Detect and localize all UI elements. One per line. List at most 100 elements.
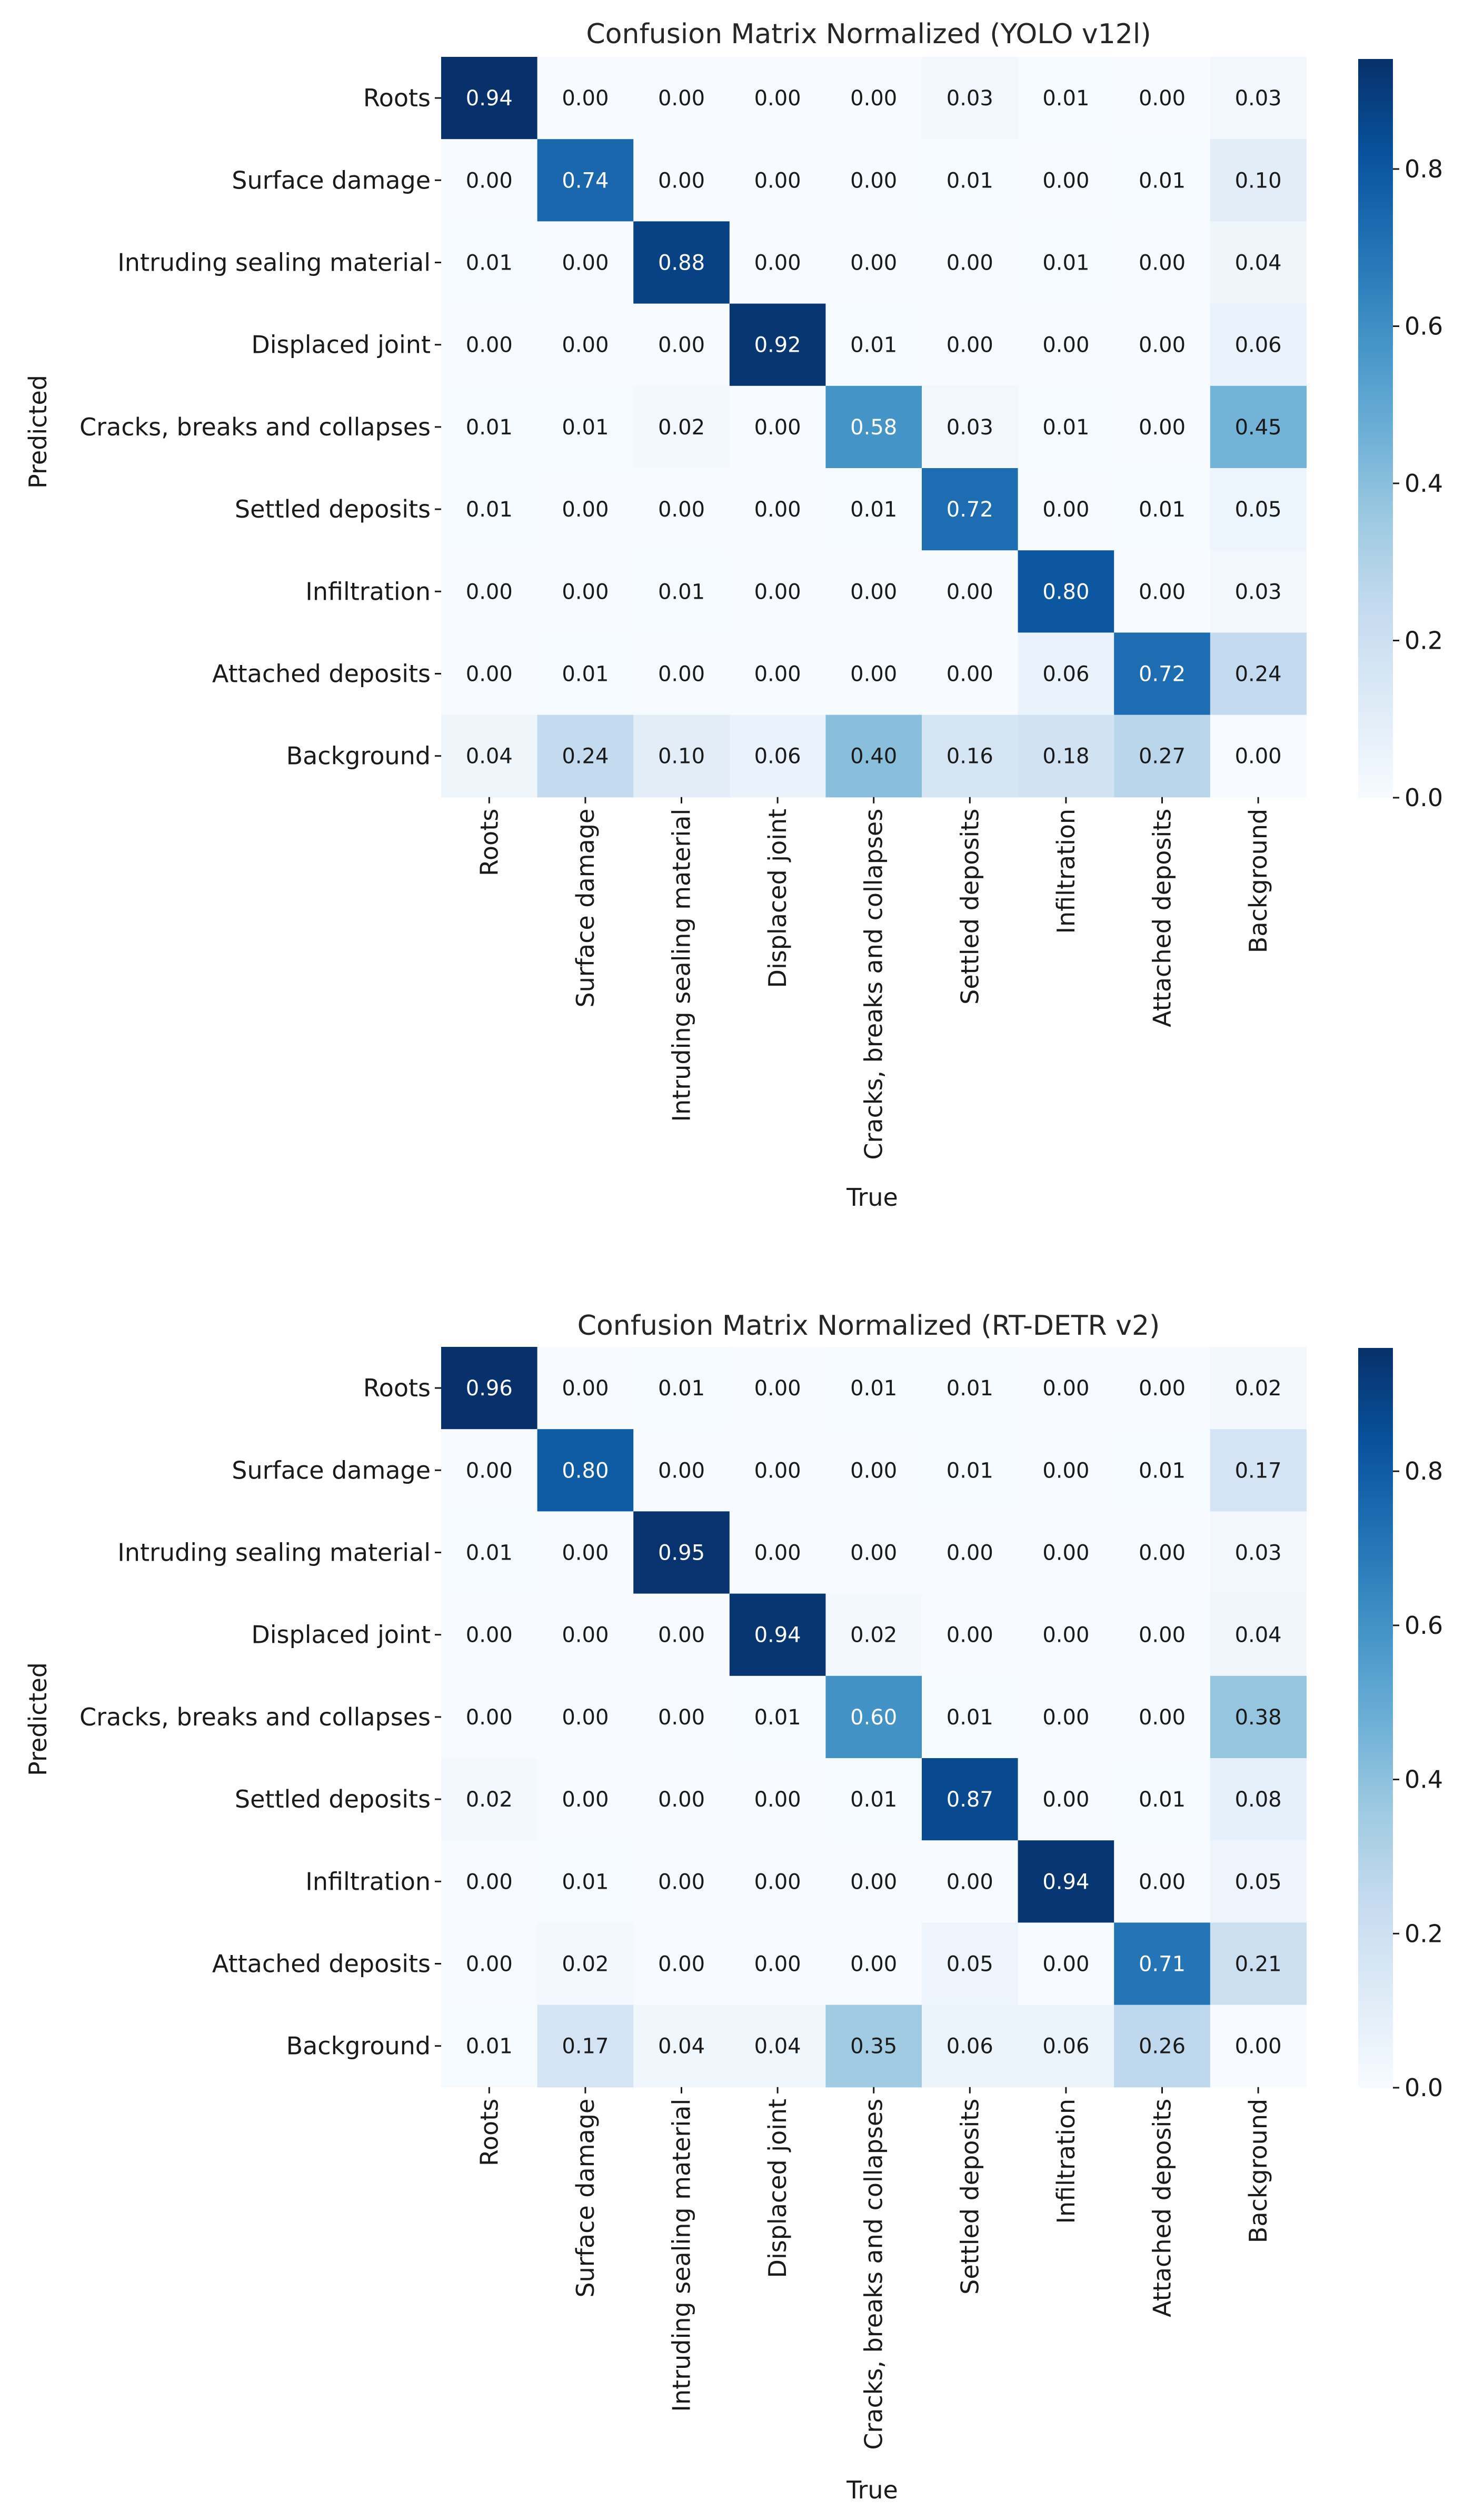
cell-value: 0.05 — [1235, 498, 1282, 522]
x-tick-label: Surface damage — [571, 809, 600, 1008]
cell-value: 0.00 — [850, 1952, 897, 1977]
heatmap-cell — [1210, 1593, 1307, 1676]
cell-value: 0.00 — [947, 251, 993, 275]
cell-value: 0.00 — [1042, 1788, 1089, 1812]
cell-value: 0.00 — [1139, 86, 1186, 111]
cell-value: 0.04 — [1235, 1623, 1282, 1648]
cell-value: 0.71 — [1139, 1952, 1186, 1977]
heatmap-cell — [537, 139, 634, 222]
cell-value: 0.00 — [754, 1376, 801, 1401]
cell-value: 0.03 — [1235, 86, 1282, 111]
cell-value: 0.95 — [658, 1541, 705, 1565]
y-tick-label: Roots — [363, 84, 431, 112]
cell-value: 0.24 — [1235, 662, 1282, 687]
heatmap-cell — [1114, 1675, 1211, 1759]
cell-value: 0.02 — [850, 1623, 897, 1648]
heatmap-cell — [922, 1922, 1019, 2006]
heatmap-cell — [537, 632, 634, 716]
x-tick-label: Background — [1244, 2099, 1272, 2243]
colorbar-gradient — [1358, 1348, 1393, 2088]
cell-value: 0.01 — [1042, 415, 1089, 440]
heatmap-cell — [1210, 1840, 1307, 1923]
cell-value: 0.01 — [466, 251, 513, 275]
cell-value: 0.01 — [1139, 168, 1186, 193]
colorbar-tick-label: 0.8 — [1405, 155, 1443, 183]
heatmap-cell — [825, 468, 922, 551]
y-axis-label: Predicted — [24, 1662, 52, 1776]
x-axis-label: True — [846, 1183, 898, 1212]
colorbar: 0.0 0.2 0.4 0.6 0.8 — [1358, 1348, 1443, 2102]
y-tick-label: Settled deposits — [235, 495, 431, 523]
heatmap-cell — [1114, 57, 1211, 140]
heatmap-cell — [1114, 1429, 1211, 1512]
heatmap-cell — [1210, 1758, 1307, 1841]
heatmap-cell — [1018, 2005, 1114, 2088]
x-tick-labels: Roots Surface damage Intruding sealing mat… — [475, 2087, 1272, 2450]
heatmap-cell — [1018, 550, 1114, 633]
cell-value: 0.00 — [1235, 745, 1282, 769]
x-tick-label: Displaced joint — [763, 809, 792, 988]
cell-value-labels: 0.94 0.00 0.00 0.00 0.00 0.03 0.01 0.00 0.03 0.00… — [466, 86, 1282, 769]
heatmap-cell — [1210, 221, 1307, 304]
cell-value: 0.02 — [562, 1952, 609, 1977]
cell-value: 0.01 — [1042, 86, 1089, 111]
heatmap-cell — [729, 1840, 826, 1923]
cell-value: 0.00 — [658, 1623, 705, 1648]
heatmap-cell — [537, 1593, 634, 1676]
cell-value: 0.00 — [658, 1870, 705, 1894]
heatmap-cell — [1018, 1675, 1114, 1759]
heatmap-cell — [1018, 303, 1114, 386]
heatmap-cell — [633, 303, 730, 386]
heatmap-cell — [729, 303, 826, 386]
heatmap-cell — [1114, 303, 1211, 386]
heatmap-cell — [1210, 715, 1307, 798]
cell-value: 0.00 — [754, 580, 801, 604]
cell-value: 0.00 — [850, 168, 897, 193]
cell-value: 0.00 — [1139, 580, 1186, 604]
cell-value: 0.74 — [562, 168, 609, 193]
heatmap-cell — [825, 1840, 922, 1923]
heatmap-cell — [537, 1758, 634, 1841]
cell-value: 0.00 — [658, 1459, 705, 1483]
cell-value: 0.00 — [1139, 1870, 1186, 1894]
heatmap-cell — [1210, 468, 1307, 551]
y-tick-label: Background — [286, 2032, 431, 2060]
heatmap-cell — [1114, 1593, 1211, 1676]
heatmap-cell — [1018, 139, 1114, 222]
cell-value: 0.01 — [1042, 251, 1089, 275]
y-tick-label: Background — [286, 742, 431, 770]
heatmap-cell — [537, 221, 634, 304]
heatmap-cell — [1114, 468, 1211, 551]
heatmap-cell — [537, 57, 634, 140]
heatmap-cells — [441, 57, 1307, 798]
x-tick-label: Attached deposits — [1148, 2099, 1177, 2317]
heatmap-cell — [1210, 550, 1307, 633]
cell-value: 0.17 — [562, 2035, 609, 2059]
heatmap-cell — [633, 1922, 730, 2006]
cell-value: 0.00 — [850, 86, 897, 111]
cell-value: 0.00 — [850, 1870, 897, 1894]
cell-value: 0.87 — [947, 1788, 993, 1812]
cell-value: 0.58 — [850, 415, 897, 440]
colorbar-tick-label: 0.4 — [1405, 469, 1443, 498]
colorbar-tick-label: 0.2 — [1405, 627, 1443, 655]
heatmap-cell — [729, 1675, 826, 1759]
heatmap-cell — [1210, 1511, 1307, 1594]
chart-title: Confusion Matrix Normalized (RT-DETR v2) — [577, 1310, 1160, 1342]
heatmap-cell — [441, 715, 538, 798]
heatmap-cell — [441, 1511, 538, 1594]
cell-value: 0.00 — [754, 498, 801, 522]
heatmap-cell — [922, 1675, 1019, 1759]
heatmap-cell — [922, 57, 1019, 140]
heatmap-cell — [1018, 221, 1114, 304]
x-tick-label: Background — [1244, 809, 1272, 953]
y-tick-labels: Roots Surface damage Intruding sealing mat… — [79, 1374, 441, 2060]
cell-value: 0.01 — [562, 662, 609, 687]
cell-value: 0.18 — [1042, 745, 1089, 769]
heatmap-cell — [1210, 57, 1307, 140]
heatmap-cell — [1018, 1347, 1114, 1430]
colorbar: 0.0 0.2 0.4 0.6 0.8 — [1358, 59, 1443, 812]
cell-value: 0.05 — [1235, 1870, 1282, 1894]
heatmap-cell — [729, 57, 826, 140]
